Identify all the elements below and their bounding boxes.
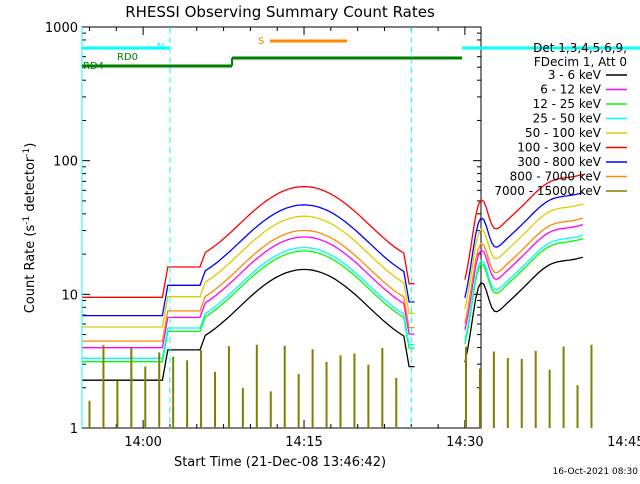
y-tick-label: 1000 xyxy=(45,21,78,36)
flag-label: RD4 xyxy=(83,61,104,72)
series-line xyxy=(464,217,584,324)
y-axis-label-superscript-1: -1 xyxy=(22,216,32,225)
series-line xyxy=(82,246,415,359)
x-tick-label: 14:30 xyxy=(446,435,483,450)
series-line xyxy=(464,224,584,331)
legend-label: 25 - 50 keV xyxy=(533,112,602,126)
series-line xyxy=(82,236,415,349)
legend-label: 7000 - 15000 keV xyxy=(494,184,601,198)
legend-label: 12 - 25 keV xyxy=(533,97,602,111)
series-line xyxy=(464,173,584,280)
legend-label: 300 - 800 keV xyxy=(517,155,601,169)
x-tick-label: 14:00 xyxy=(124,435,161,450)
series-line xyxy=(82,185,415,298)
series-line xyxy=(464,234,584,341)
plot-area: 110100100014:0014:1514:3014:4515:0015:15… xyxy=(45,21,640,450)
legend-label: 800 - 7000 keV xyxy=(510,170,602,184)
legend-header-decimation: FDecim 1, Att 0 xyxy=(534,55,627,69)
x-axis-label: Start Time (21-Dec-08 13:46:42) xyxy=(174,455,386,470)
y-tick-label: 100 xyxy=(53,155,78,170)
y-axis-label-end: ) xyxy=(23,143,38,148)
x-tick-label: 14:45 xyxy=(607,435,640,450)
series-line xyxy=(464,256,584,363)
y-tick-label: 1 xyxy=(70,422,78,437)
y-axis-label-main: Count Rate (s xyxy=(23,225,38,314)
legend-label: 100 - 300 keV xyxy=(517,141,601,155)
footer-timestamp: 16-Oct-2021 08:30 xyxy=(553,467,639,477)
series-line xyxy=(82,250,415,363)
flag-label: RD0 xyxy=(117,52,138,63)
series-line xyxy=(82,229,415,342)
chart-title: RHESSI Observing Summary Count Rates xyxy=(125,3,435,21)
x-tick-label: 14:15 xyxy=(285,435,322,450)
series-line xyxy=(82,215,415,328)
flag-label: N xyxy=(157,42,164,53)
series-line xyxy=(82,204,415,317)
legend-label: 3 - 6 keV xyxy=(548,68,602,82)
legend-header-detectors: Det 1,3,4,5,6,9, xyxy=(533,41,627,55)
y-tick-label: 10 xyxy=(61,288,78,303)
legend: Det 1,3,4,5,6,9, FDecim 1, Att 0 3 - 6 k… xyxy=(494,41,627,198)
series-line xyxy=(82,268,415,381)
series-line xyxy=(464,238,584,345)
legend-label: 50 - 100 keV xyxy=(525,126,602,140)
series-line xyxy=(464,191,584,299)
plot-frame xyxy=(81,26,482,429)
y-axis-label-superscript-2: -1 xyxy=(22,148,32,157)
series-line xyxy=(464,203,584,310)
y-axis-label-middle: detector xyxy=(23,156,38,216)
legend-label: 6 - 12 keV xyxy=(540,83,602,97)
flag-label: S xyxy=(258,36,264,47)
y-axis-label: Count Rate (s-1 detector-1) xyxy=(22,143,38,314)
